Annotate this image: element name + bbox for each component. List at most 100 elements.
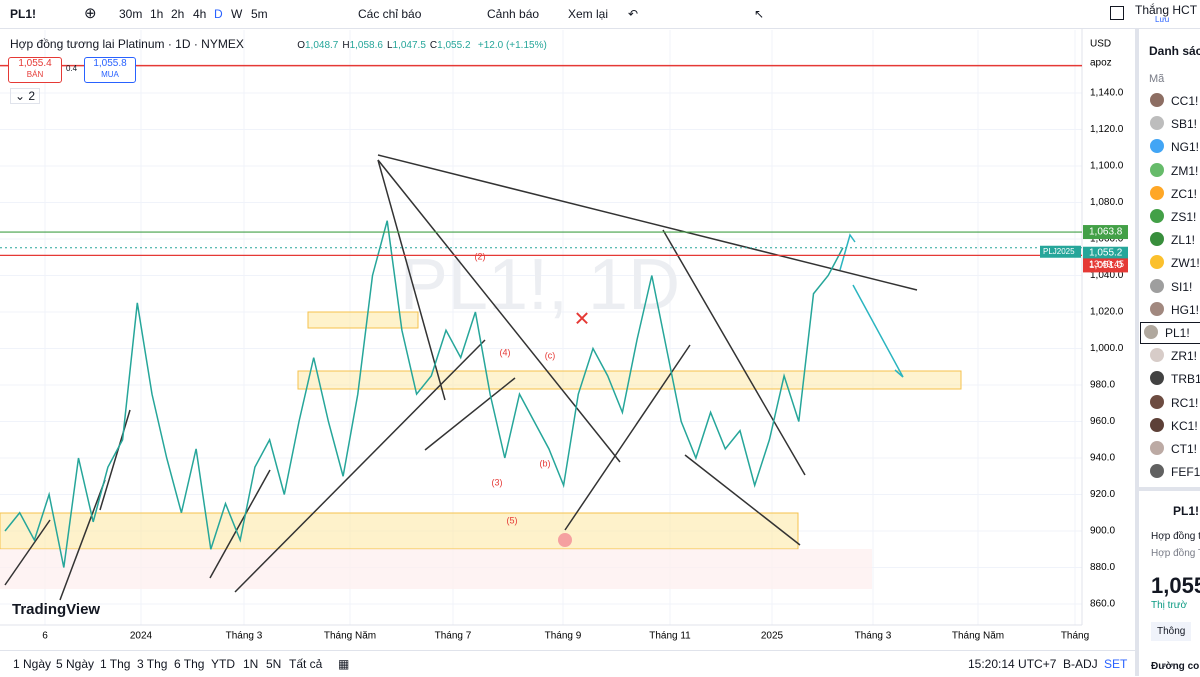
- cross-marker: ✕: [574, 308, 591, 330]
- range-button[interactable]: 1 Ngày: [13, 657, 52, 671]
- legend: Hợp đồng tương lai Platinum · 1D · NYMEX…: [10, 37, 547, 51]
- symbol-icon: [1150, 348, 1164, 363]
- user-name[interactable]: Thắng HCT: [1135, 3, 1198, 17]
- interval-button[interactable]: 1h: [150, 7, 164, 21]
- adjust-button[interactable]: B-ADJ: [1063, 657, 1098, 671]
- price-axis: [1082, 29, 1135, 650]
- divider: [1139, 487, 1200, 491]
- save-label[interactable]: Lưu: [1155, 15, 1170, 24]
- x-tick-label: 6: [42, 631, 48, 642]
- wave-label: (2): [475, 251, 486, 261]
- symbol-icon: [1150, 185, 1164, 200]
- price-tag-label: 1,063.8: [1089, 227, 1123, 238]
- range-button[interactable]: YTD: [211, 657, 235, 671]
- ohlc-value: 1,048.7: [304, 40, 339, 51]
- watchlist-row[interactable]: PL1!: [1140, 322, 1200, 344]
- ohlc-key: C: [429, 40, 438, 51]
- sell-button[interactable]: 1,055.4 BÁN: [8, 57, 62, 83]
- interval-button[interactable]: W: [231, 7, 243, 21]
- alerts-button[interactable]: Cảnh báo: [487, 7, 540, 21]
- watchlist-symbol: FEF1!: [1171, 465, 1200, 480]
- logo: TradingView: [12, 601, 100, 618]
- ohlc-key: L: [386, 40, 393, 51]
- zone: [307, 311, 419, 329]
- wave-label: (c): [545, 350, 556, 360]
- x-tick-label: Tháng 7: [435, 631, 472, 642]
- range-button[interactable]: 5 Ngày: [56, 657, 95, 671]
- replay-button[interactable]: Xem lại: [568, 7, 609, 21]
- watchlist-title: Danh sách: [1149, 44, 1200, 58]
- watchlist-symbol: TRB1!: [1171, 372, 1200, 387]
- watchlist-symbol: CT1!: [1171, 442, 1198, 456]
- range-button[interactable]: 6 Thg: [174, 657, 205, 671]
- interval-button[interactable]: 2h: [171, 7, 185, 21]
- range-button[interactable]: 5N: [266, 657, 282, 671]
- price-tag: [1083, 225, 1128, 240]
- y-tick-label: 960.0: [1090, 416, 1115, 427]
- x-tick-label: Tháng 3: [855, 631, 892, 642]
- undo[interactable]: ↶: [628, 7, 639, 21]
- interval-button[interactable]: 30m: [119, 7, 143, 21]
- symbol-search[interactable]: PL1!: [10, 7, 37, 21]
- scale-mode[interactable]: apoz: [1090, 58, 1112, 69]
- currency[interactable]: USD: [1090, 39, 1111, 50]
- y-tick-label: 980.0: [1090, 380, 1115, 391]
- legend-change: +12.0 (+1.15%): [477, 40, 547, 51]
- interval-button[interactable]: 4h: [193, 7, 207, 21]
- watchlist-symbol: ZC1!: [1171, 186, 1198, 201]
- ohlc-value: 1,055.2: [437, 40, 471, 51]
- symbol-icon: [1144, 325, 1158, 339]
- add-symbol[interactable]: ⊕: [84, 5, 97, 22]
- x-tick-label: Tháng 9: [545, 631, 582, 642]
- symbol-icon: [1150, 255, 1164, 270]
- detail-button[interactable]: Thông: [1151, 622, 1192, 641]
- range-button[interactable]: 1 Thg: [100, 657, 131, 671]
- price-tag-label: 1,051.0: [1089, 260, 1123, 271]
- indicator-toggle[interactable]: ⌄ 2: [10, 88, 41, 104]
- y-tick-label: 900.0: [1090, 526, 1115, 537]
- zone: [0, 512, 799, 550]
- marker: [558, 533, 572, 547]
- range-button[interactable]: Tất cả: [289, 657, 323, 671]
- interval-button[interactable]: 5m: [251, 7, 268, 21]
- ohlc-key: O: [297, 40, 305, 51]
- top-toolbar: PL1! ⊕ Các chỉ báo Cảnh báo Xem lại ↶ ↖ …: [0, 0, 1200, 29]
- symbol-tag-bg: [1040, 245, 1081, 258]
- date-range-picker[interactable]: ▦: [338, 657, 350, 671]
- ohlc-key: H: [342, 40, 350, 51]
- wave-label: (5): [507, 515, 518, 525]
- watchlist-symbol: ZR1!: [1171, 349, 1198, 364]
- symbol-icon: [1150, 371, 1164, 386]
- buy-label: MUA: [101, 70, 119, 79]
- watchlist-symbol: HG1!: [1171, 302, 1200, 317]
- detail-name: Hợp đồng tư: [1151, 531, 1200, 542]
- x-tick-label: 2025: [761, 631, 784, 642]
- x-tick-label: Tháng: [1061, 631, 1089, 642]
- y-tick-label: 1,080.0: [1090, 197, 1124, 208]
- price-tag-label: 1,055.2: [1089, 247, 1123, 258]
- range-button[interactable]: 1N: [243, 657, 259, 671]
- watchlist-symbol: NG1!: [1171, 140, 1200, 155]
- interval-button[interactable]: D: [214, 7, 223, 21]
- indicators-button[interactable]: Các chỉ báo: [358, 7, 422, 21]
- y-tick-label: 1,000.0: [1090, 343, 1124, 354]
- cursor-tool[interactable]: ↖: [754, 7, 765, 21]
- watchlist-symbol: SB1!: [1171, 117, 1198, 132]
- symbol-icon: [1150, 162, 1164, 177]
- range-button[interactable]: 3 Thg: [137, 657, 168, 671]
- wave-label: (3): [492, 477, 503, 487]
- watchlist-symbol: RC1!: [1171, 395, 1199, 410]
- countdown: 13:49:45: [1089, 259, 1124, 269]
- buy-button[interactable]: 1,055.8 MUA: [84, 57, 136, 83]
- y-tick-label: 940.0: [1090, 453, 1115, 464]
- fullscreen[interactable]: [1110, 6, 1124, 20]
- y-tick-label: 920.0: [1090, 489, 1115, 500]
- symbol-icon: [1150, 464, 1164, 479]
- trend-lines: [4, 154, 918, 601]
- y-tick-label: 1,060.0: [1090, 234, 1124, 245]
- session-button[interactable]: SET: [1104, 657, 1128, 671]
- y-tick-label: 1,100.0: [1090, 161, 1124, 172]
- watchlist-symbol: ZL1!: [1171, 233, 1196, 248]
- zone: [0, 549, 872, 589]
- y-tick-label: 880.0: [1090, 562, 1115, 573]
